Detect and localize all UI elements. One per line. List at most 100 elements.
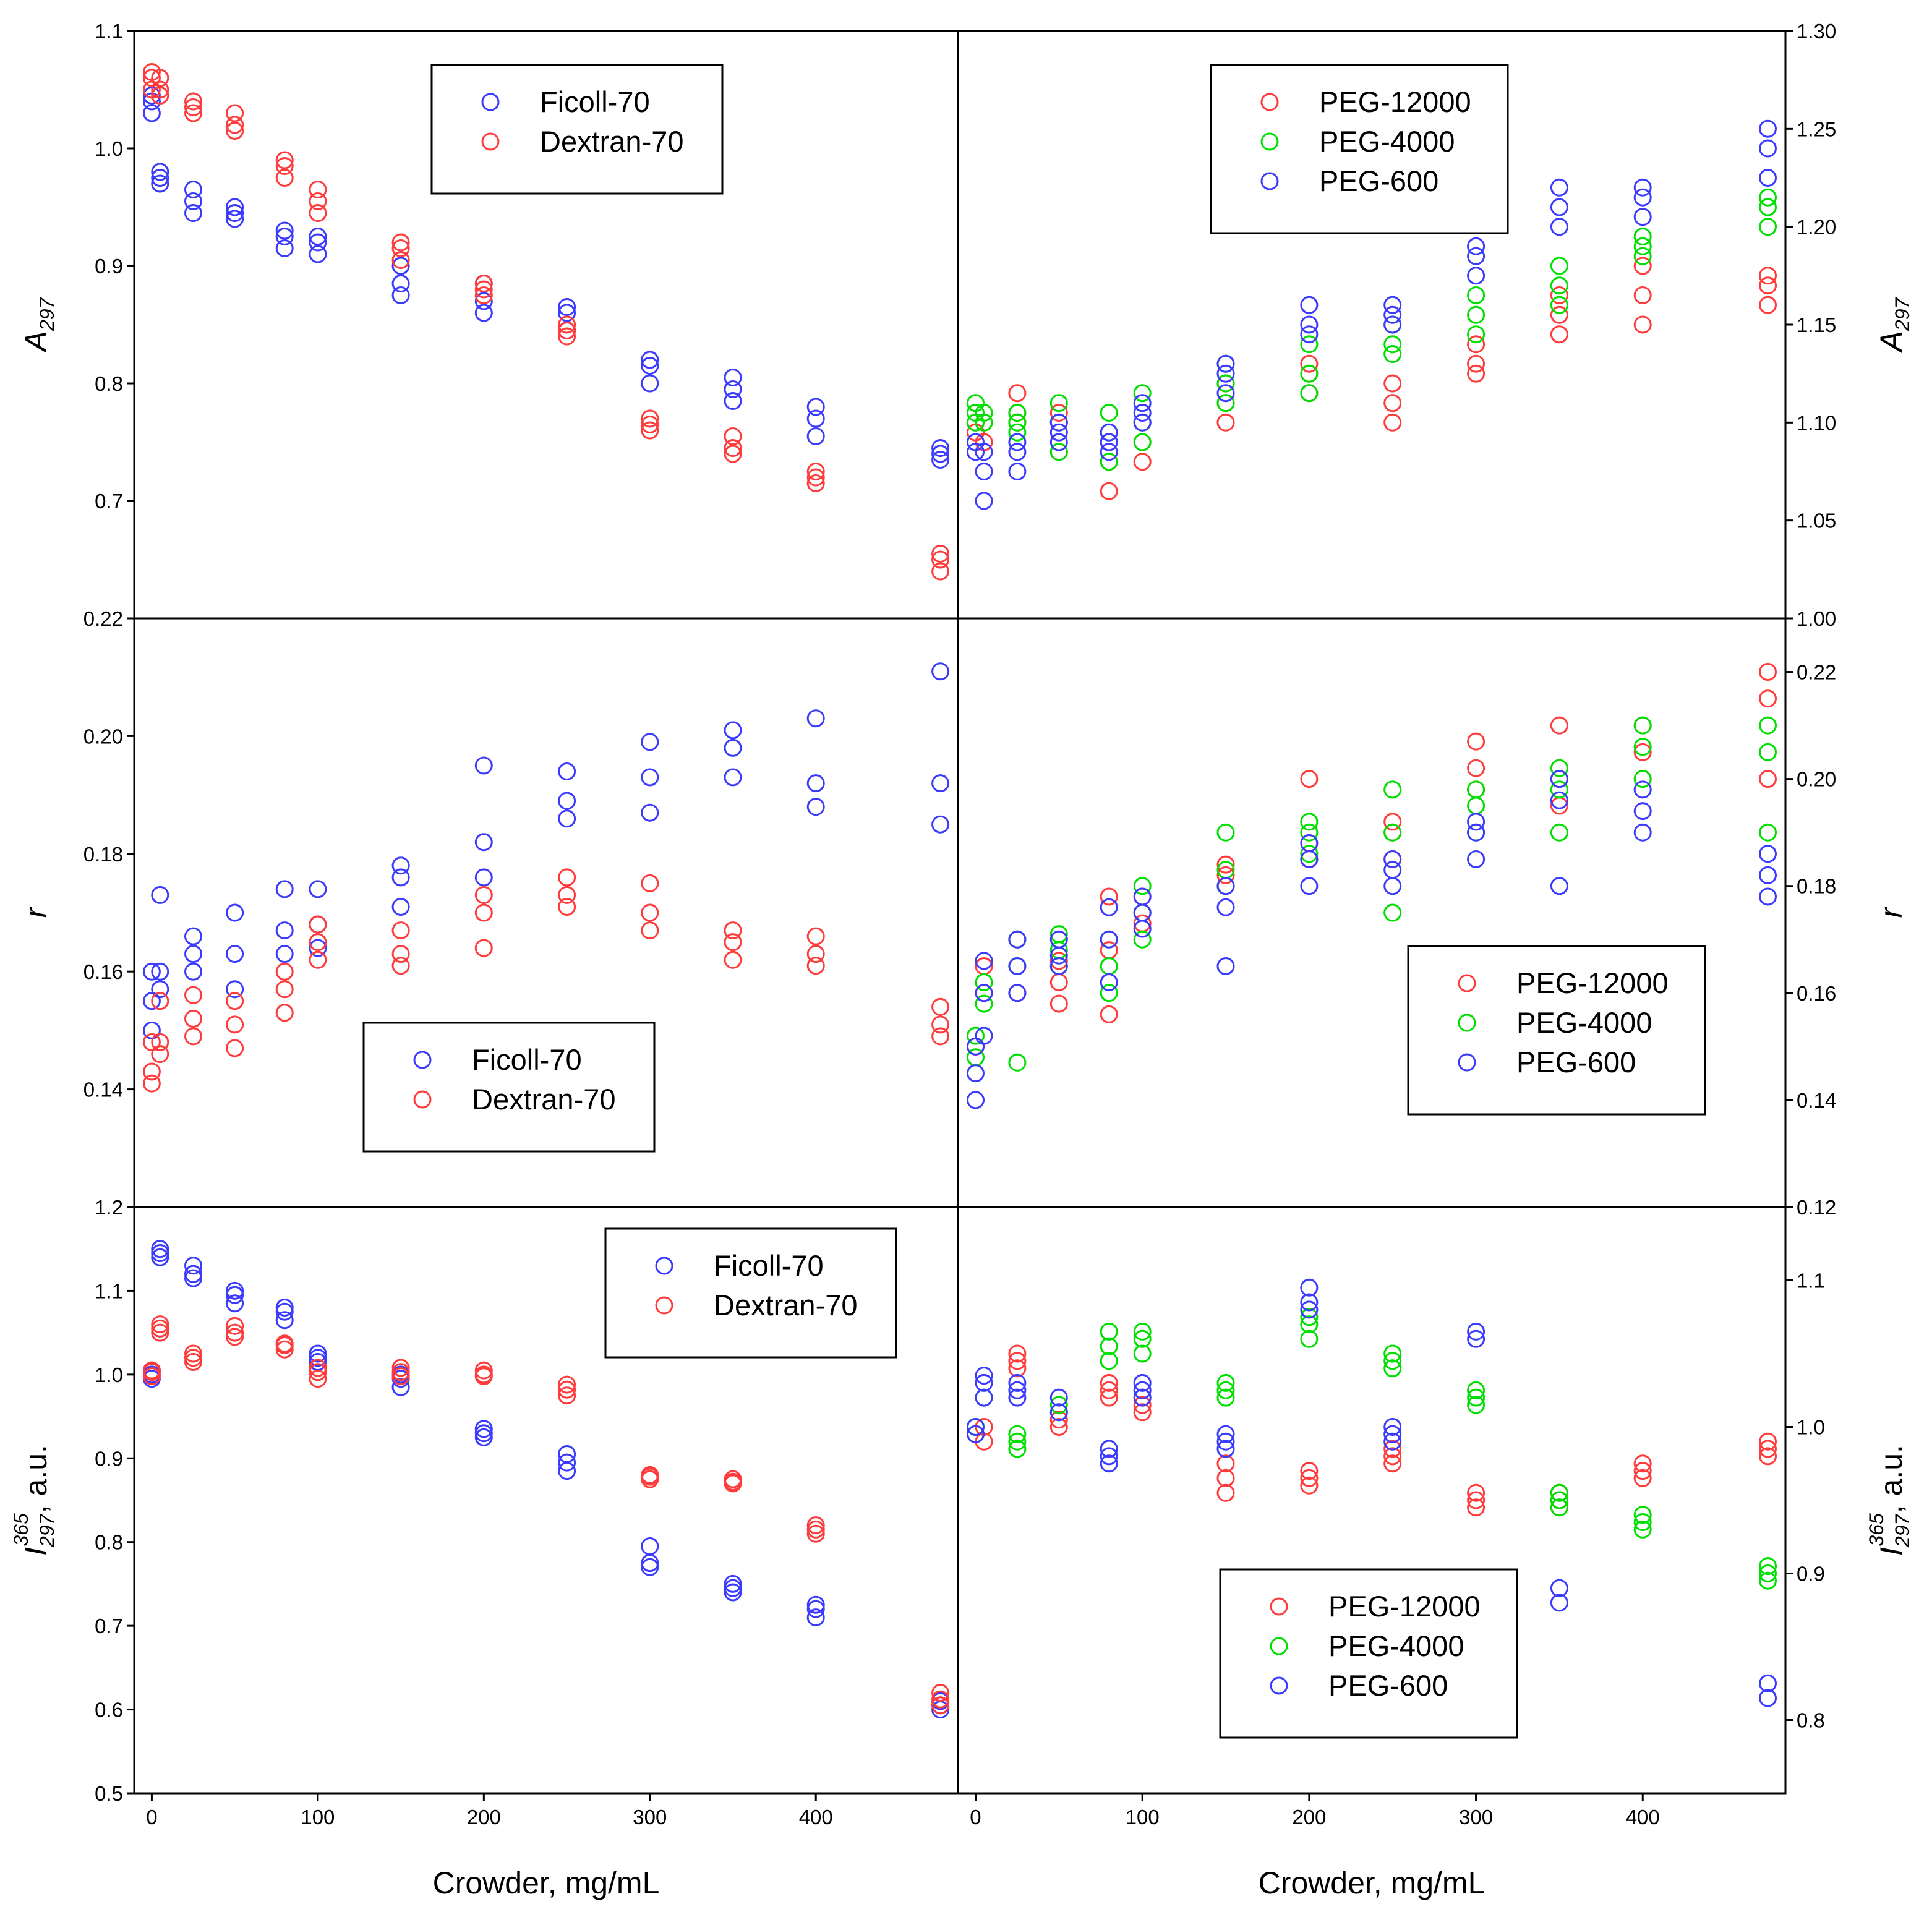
point-peg-4000 [1633, 237, 1652, 255]
legend-marker [655, 1296, 673, 1315]
point-peg-600 [1383, 1418, 1402, 1436]
point-peg-12000 [1300, 354, 1319, 373]
point-peg-600 [1550, 791, 1568, 809]
point-ficoll-70 [309, 1349, 327, 1367]
point-dextran-70 [151, 1323, 169, 1342]
point-ficoll-70 [931, 439, 950, 457]
point-dextran-70 [151, 87, 169, 105]
point-peg-4000 [1759, 1571, 1777, 1590]
point-dextran-70 [391, 921, 410, 940]
point-peg-600 [1133, 887, 1152, 906]
legend-I-left: Ficoll-70 Dextran-70 [604, 1227, 897, 1359]
y-axis-title-A-left: A297 [19, 297, 58, 353]
point-peg-12000 [1383, 1454, 1402, 1473]
point-peg-600 [967, 1037, 985, 1056]
point-peg-600 [1550, 1594, 1568, 1612]
point-peg-600 [1759, 1689, 1777, 1707]
point-dextran-70 [641, 1466, 659, 1484]
point-peg-4000 [1100, 984, 1118, 1002]
point-peg-4000 [1383, 335, 1402, 354]
point-ficoll-70 [558, 809, 576, 828]
point-peg-4000 [1759, 1564, 1777, 1582]
point-dextran-70 [806, 468, 825, 487]
point-peg-600 [1008, 930, 1027, 949]
point-ficoll-70 [142, 992, 161, 1010]
point-ficoll-70 [806, 798, 825, 816]
point-dextran-70 [806, 945, 825, 963]
point-peg-12000 [1049, 1418, 1068, 1436]
point-peg-4000 [1133, 1344, 1152, 1363]
point-peg-600 [1550, 1579, 1568, 1597]
y-tick-label-A-right: 1.25 [1797, 117, 1836, 140]
point-peg-12000 [1100, 887, 1118, 906]
point-peg-600 [1008, 1381, 1027, 1399]
point-dextran-70 [806, 463, 825, 480]
point-ficoll-70 [226, 210, 244, 228]
point-ficoll-70 [474, 1424, 493, 1443]
point-ficoll-70 [184, 1257, 202, 1275]
point-dextran-70 [641, 409, 659, 428]
point-dextran-70 [226, 104, 244, 122]
point-peg-600 [1100, 898, 1118, 916]
point-ficoll-70 [806, 774, 825, 793]
point-peg-600 [1216, 898, 1235, 916]
point-dextran-70 [226, 1328, 244, 1346]
legend-label: PEG-12000 [1319, 85, 1471, 118]
point-peg-4000 [1633, 738, 1652, 756]
point-peg-600 [1383, 315, 1402, 334]
point-ficoll-70 [806, 709, 825, 728]
point-ficoll-70 [724, 1583, 742, 1602]
legend-label: Ficoll-70 [714, 1249, 824, 1282]
y-tick-label-r-left: 0.18 [83, 843, 123, 866]
point-peg-4000 [1008, 413, 1027, 432]
point-peg-4000 [1759, 1557, 1777, 1576]
point-ficoll-70 [142, 962, 161, 981]
point-peg-600 [1100, 1440, 1118, 1458]
y-axis-title-r-left: r [19, 906, 53, 918]
point-dextran-70 [151, 1033, 169, 1051]
point-dextran-70 [391, 1359, 410, 1377]
point-ficoll-70 [558, 1445, 576, 1463]
point-dextran-70 [931, 997, 950, 1016]
point-peg-600 [1383, 850, 1402, 868]
point-ficoll-70 [184, 181, 202, 198]
point-peg-600 [1216, 364, 1235, 383]
point-peg-12000 [1550, 325, 1568, 344]
y-tick-label-I-left: 1.1 [95, 1279, 123, 1302]
point-peg-600 [1049, 1388, 1068, 1407]
point-dextran-70 [275, 980, 294, 999]
point-ficoll-70 [391, 868, 410, 887]
point-peg-4000 [1300, 813, 1319, 831]
point-peg-600 [1300, 1278, 1319, 1297]
legend-marker [1458, 1053, 1476, 1072]
point-peg-600 [1133, 1381, 1152, 1399]
point-ficoll-70 [151, 1248, 169, 1266]
point-peg-600 [1550, 178, 1568, 197]
point-peg-4000 [1133, 384, 1152, 403]
point-peg-600 [967, 1091, 985, 1109]
point-peg-4000 [1383, 345, 1402, 363]
point-ficoll-70 [806, 1600, 825, 1618]
point-peg-12000 [1300, 1469, 1319, 1487]
y-tick-label-A-right: 1.30 [1797, 20, 1836, 43]
point-peg-4000 [1467, 796, 1485, 815]
point-peg-4000 [1008, 1053, 1027, 1072]
y-tick-label-A-right: 1.05 [1797, 510, 1836, 532]
point-peg-600 [1100, 930, 1118, 949]
point-peg-600 [975, 1367, 993, 1385]
point-peg-600 [1008, 984, 1027, 1002]
point-ficoll-70 [309, 233, 327, 252]
legend-label: Ficoll-70 [540, 85, 650, 118]
point-peg-4000 [1759, 743, 1777, 761]
point-peg-12000 [1383, 413, 1402, 432]
point-dextran-70 [558, 327, 576, 346]
y-tick-label-I-right: 0.8 [1797, 1709, 1825, 1732]
y-axis-title-r-right: r [1874, 906, 1908, 918]
point-dextran-70 [806, 957, 825, 975]
point-peg-600 [1633, 178, 1652, 197]
point-peg-4000 [1759, 188, 1777, 207]
y-tick-label-A-right: 1.15 [1797, 314, 1836, 336]
point-peg-4000 [1216, 823, 1235, 842]
point-peg-4000 [1049, 394, 1068, 412]
point-dextran-70 [309, 192, 327, 210]
